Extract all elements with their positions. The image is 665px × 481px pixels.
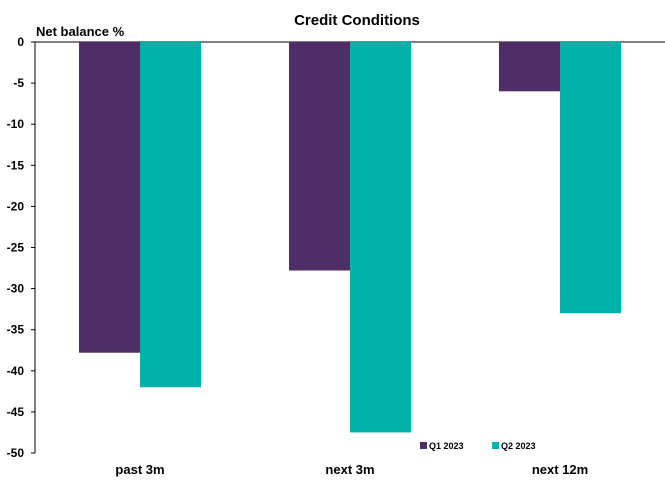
legend-swatch — [492, 442, 499, 449]
y-tick-label: 0 — [17, 35, 24, 49]
y-tick-label: -45 — [7, 405, 25, 419]
x-category-label: next 12m — [532, 462, 588, 477]
bars — [79, 42, 621, 433]
x-category-label: next 3m — [325, 462, 374, 477]
y-tick-label: -50 — [7, 446, 25, 460]
legend-swatch — [420, 442, 427, 449]
y-tick-label: -40 — [7, 364, 25, 378]
legend-label: Q2 2023 — [501, 441, 536, 451]
y-tick-label: -20 — [7, 199, 25, 213]
x-axis-labels: past 3m next 3m next 12m — [115, 462, 588, 477]
y-tick-label: -30 — [7, 282, 25, 296]
y-tick-label: -10 — [7, 117, 25, 131]
bar-q1-2023-past-3m — [79, 42, 140, 353]
bar-q2-2023-past-3m — [140, 42, 201, 388]
bar-q1-2023-next-12m — [499, 42, 560, 92]
bar-q2-2023-next-12m — [560, 42, 621, 314]
y-tick-label: -25 — [7, 241, 25, 255]
x-category-label: past 3m — [115, 462, 164, 477]
y-tick-label: -5 — [13, 76, 24, 90]
legend-label: Q1 2023 — [429, 441, 464, 451]
y-tick-label: -35 — [7, 323, 25, 337]
y-axis-label: Net balance % — [36, 24, 125, 39]
y-tick-label: -15 — [7, 158, 25, 172]
bar-q1-2023-next-3m — [289, 42, 350, 271]
plot-area: 0 -5 -10 -15 -20 -25 -30 -35 -40 -45 -50 past 3m ne… — [7, 35, 665, 477]
y-axis-ticks: 0 -5 -10 -15 -20 -25 -30 -35 -40 -45 -50 — [7, 35, 35, 460]
chart-title: Credit Conditions — [294, 12, 420, 29]
legend: Q1 2023 Q2 2023 — [420, 441, 536, 451]
bar-q2-2023-next-3m — [350, 42, 411, 433]
